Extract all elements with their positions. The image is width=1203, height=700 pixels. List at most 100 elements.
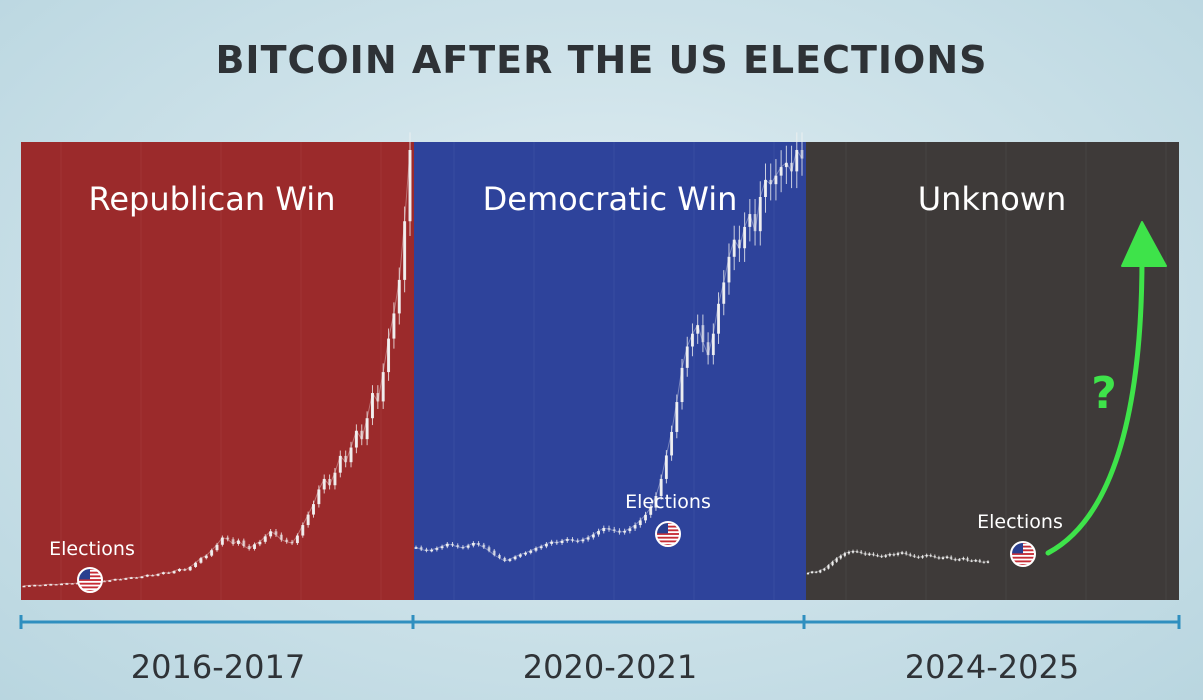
candle	[424, 549, 428, 551]
candle	[633, 525, 637, 529]
candle	[815, 571, 818, 574]
candle	[306, 514, 310, 526]
candle	[831, 561, 834, 566]
candle	[220, 537, 224, 545]
candle	[727, 256, 731, 283]
candle	[929, 554, 932, 557]
candle	[354, 430, 358, 448]
candle	[945, 556, 949, 559]
period-label: 2024-2025	[905, 648, 1079, 686]
candle	[328, 478, 332, 486]
panel-title: Republican Win	[89, 180, 336, 218]
candle	[758, 196, 762, 232]
candle	[827, 565, 830, 569]
candle	[477, 543, 481, 545]
candle	[188, 566, 192, 571]
candle	[167, 572, 171, 574]
candle	[54, 584, 58, 586]
candle	[670, 431, 674, 456]
candle	[962, 557, 965, 560]
question-mark: ?	[1091, 368, 1117, 419]
candle	[986, 561, 990, 563]
candle	[790, 162, 794, 172]
candle	[925, 554, 928, 557]
candle	[970, 560, 973, 563]
candle	[60, 583, 64, 586]
candle	[49, 584, 53, 586]
panel-background	[21, 142, 414, 600]
candle	[896, 553, 900, 555]
candle	[430, 549, 434, 552]
candle	[701, 325, 705, 343]
candle	[247, 546, 251, 549]
candle	[279, 534, 283, 540]
candle	[161, 572, 165, 575]
candle	[937, 557, 941, 559]
candle	[403, 221, 407, 280]
candle	[456, 545, 460, 547]
candle	[835, 558, 838, 562]
candle	[597, 531, 601, 535]
candle	[872, 553, 875, 556]
candle	[108, 580, 112, 582]
election-marker: Elections	[625, 491, 711, 547]
candle	[466, 545, 470, 548]
candle	[800, 150, 804, 159]
candle	[253, 544, 257, 549]
candle	[274, 531, 278, 535]
candle	[900, 552, 904, 554]
page-title: BITCOIN AFTER THE US ELECTIONS	[215, 38, 988, 82]
period-label: 2016-2017	[131, 648, 305, 686]
candle	[113, 579, 117, 581]
candle	[941, 557, 945, 560]
candle	[884, 555, 887, 557]
candle	[338, 455, 342, 473]
candle	[966, 557, 969, 561]
candle	[909, 554, 912, 556]
candle	[376, 393, 380, 402]
candle	[145, 574, 149, 577]
candle	[706, 342, 710, 356]
candle	[819, 570, 822, 573]
candle	[617, 530, 621, 533]
candle	[659, 478, 663, 497]
candle	[381, 372, 385, 402]
candle	[913, 555, 916, 557]
candle	[847, 551, 851, 554]
candle	[779, 167, 783, 176]
candle	[392, 313, 396, 339]
candle	[210, 550, 214, 556]
candle	[576, 540, 580, 542]
candle	[675, 402, 679, 432]
panels: Republican Win Democratic Win Unknown Elect…	[21, 132, 1179, 600]
candle	[258, 541, 262, 545]
candle	[851, 551, 855, 553]
candle	[349, 447, 353, 463]
candle	[534, 548, 538, 551]
candle	[65, 583, 69, 585]
candle	[518, 554, 522, 557]
candle	[435, 548, 439, 550]
candle	[419, 547, 423, 550]
flag-border	[1010, 541, 1036, 567]
flag-stripe	[656, 536, 680, 539]
candle	[503, 557, 507, 561]
flag-border	[77, 567, 103, 593]
candle	[892, 554, 896, 556]
candle	[204, 555, 208, 559]
candle	[810, 571, 814, 574]
candle	[397, 279, 401, 314]
candle	[764, 179, 767, 197]
candle	[199, 558, 203, 563]
candle	[880, 555, 883, 558]
candle	[839, 555, 842, 559]
candle	[414, 547, 418, 549]
candle	[586, 537, 590, 540]
candle	[696, 325, 700, 334]
candle	[194, 562, 198, 567]
candle	[27, 585, 31, 587]
candle	[644, 514, 647, 521]
candle	[711, 333, 715, 356]
candle	[445, 543, 449, 547]
